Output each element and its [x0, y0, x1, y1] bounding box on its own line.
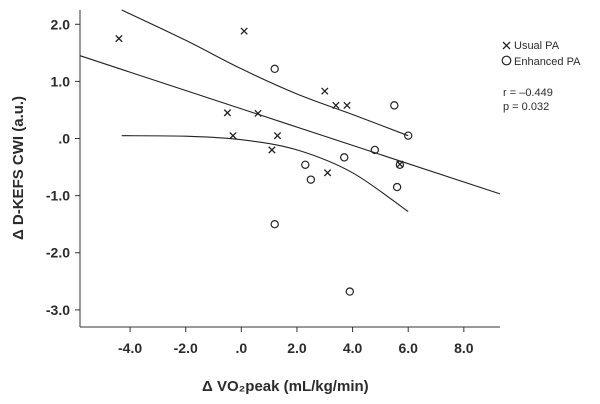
legend-item-usual-pa: Usual PA: [502, 40, 560, 52]
legend: Usual PA Enhanced PA: [501, 40, 581, 68]
x-stroke: [223, 109, 232, 117]
x-tick-label: 4.0: [343, 340, 363, 356]
regression-line: [79, 55, 501, 195]
point-usual-pa: [343, 101, 351, 110]
y-axis-title: Δ D-KEFS CWI (a.u.): [10, 96, 27, 240]
y-tick-label: .0: [58, 131, 70, 147]
point-enhanced-pa: [370, 145, 380, 155]
point-enhanced-pa: [404, 131, 413, 140]
y-tick-label: 2.0: [51, 16, 71, 32]
x-stroke: [115, 34, 123, 43]
x-marker-icon: [502, 41, 511, 50]
correlation-r: r = –0.449: [503, 87, 553, 99]
x-tick-label: 8.0: [454, 340, 474, 356]
x-tick-label: 6.0: [398, 340, 418, 356]
y-tick-label: -1.0: [46, 188, 70, 204]
y-tick-label: -2.0: [46, 245, 70, 261]
ticks: -4.0 -2.0 .0 2.0 4.0 6.0 8.0 2.0 1.0 .0 -1.0 -2.0 -3…: [46, 16, 474, 356]
point-usual-pa: [321, 87, 329, 95]
legend-item-enhanced-pa: Enhanced PA: [501, 55, 581, 68]
x-tick-label: -2.0: [174, 340, 198, 356]
x-tick-label: .0: [235, 340, 247, 356]
point-enhanced-pa: [345, 287, 355, 296]
x-tick-label: -4.0: [118, 340, 142, 356]
x-stroke: [323, 169, 332, 177]
ci-lower-curve: [121, 135, 409, 213]
point-usual-pa: [254, 109, 262, 118]
y-tick-label: -3.0: [46, 302, 70, 318]
x-stroke: [343, 101, 351, 110]
point-enhanced-pa: [270, 64, 279, 74]
point-usual-pa: [223, 109, 232, 117]
point-enhanced-pa: [306, 175, 316, 184]
x-stroke: [321, 87, 329, 95]
x-stroke: [273, 131, 282, 140]
correlation-p: p = 0.032: [503, 101, 549, 113]
legend-label-usual-pa: Usual PA: [514, 40, 560, 52]
axes: [79, 10, 500, 328]
point-usual-pa: [273, 131, 282, 140]
point-enhanced-pa: [392, 182, 402, 192]
circle-marker-icon: [501, 55, 512, 66]
point-enhanced-pa: [395, 160, 405, 169]
data-points: [115, 27, 413, 296]
x-stroke: [332, 101, 340, 110]
x-stroke: [240, 27, 248, 35]
point-usual-pa: [240, 27, 248, 35]
point-usual-pa: [229, 131, 237, 140]
x-stroke: [229, 131, 237, 140]
point-enhanced-pa: [301, 160, 310, 169]
point-usual-pa: [323, 169, 332, 177]
x-tick-label: 2.0: [287, 340, 307, 356]
point-enhanced-pa: [340, 153, 349, 162]
point-enhanced-pa: [390, 101, 399, 110]
legend-label-enhanced-pa: Enhanced PA: [514, 56, 581, 68]
y-tick-label: 1.0: [51, 73, 71, 89]
point-usual-pa: [115, 34, 123, 43]
point-usual-pa: [332, 101, 340, 110]
regression-curves: [79, 9, 501, 213]
ci-upper-curve: [121, 9, 409, 137]
point-usual-pa: [268, 146, 276, 154]
point-enhanced-pa: [270, 219, 279, 229]
x-stroke: [268, 146, 276, 154]
x-axis-title: Δ VO₂peak (mL/kg/min): [202, 378, 369, 395]
x-stroke: [254, 109, 262, 118]
